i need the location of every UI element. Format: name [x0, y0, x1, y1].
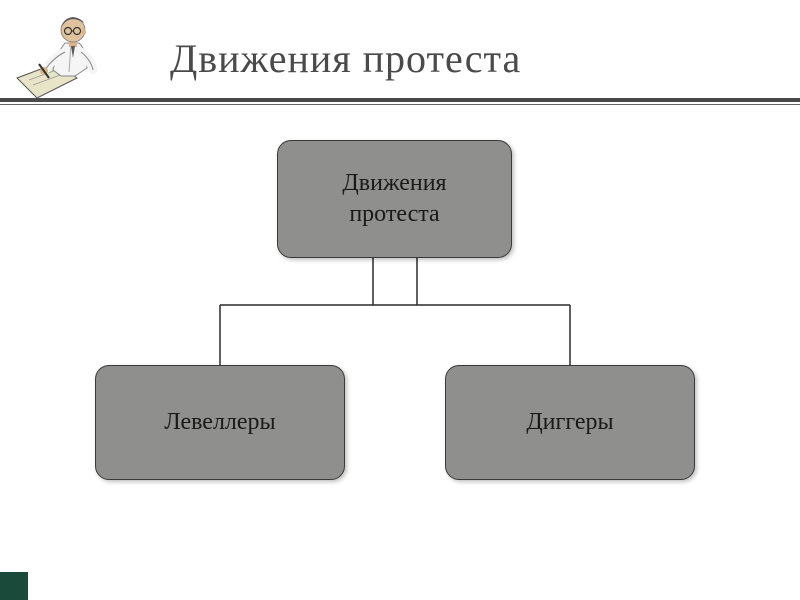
corner-accent — [0, 572, 28, 600]
node-right: Диггеры — [445, 365, 695, 480]
node-root: Движенияпротеста — [277, 140, 512, 258]
node-left: Левеллеры — [95, 365, 345, 480]
node-root-label: Движенияпротеста — [342, 168, 446, 230]
clipart-man-writing — [15, 8, 125, 108]
tree-diagram: Движенияпротеста Левеллеры Диггеры — [0, 130, 800, 550]
slide-header: Движения протеста — [0, 0, 800, 120]
node-left-label: Левеллеры — [164, 407, 275, 438]
title-divider — [0, 98, 800, 106]
slide-title: Движения протеста — [170, 35, 521, 82]
node-right-label: Диггеры — [526, 407, 613, 438]
